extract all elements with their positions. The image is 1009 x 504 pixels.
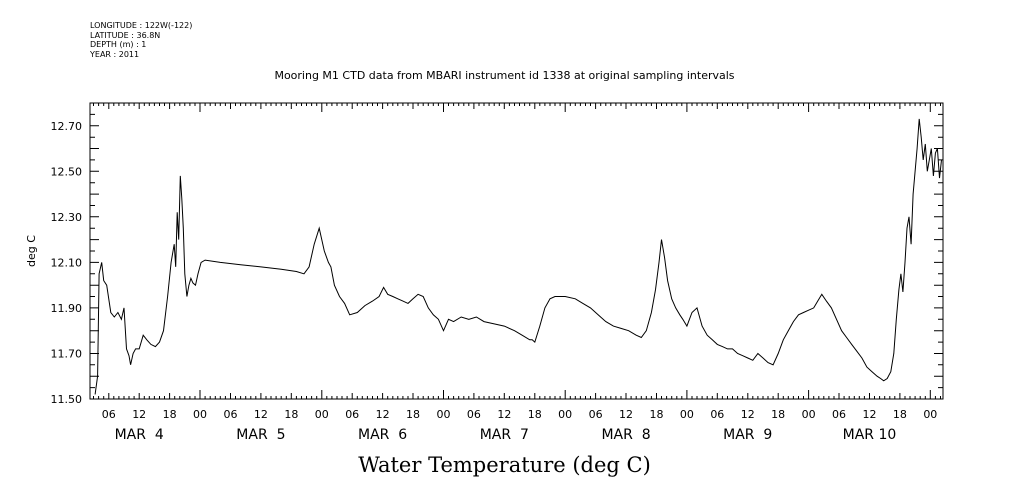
day-label: MAR 4 bbox=[115, 427, 164, 443]
x-tick-label: 12 bbox=[132, 408, 146, 421]
year-label: YEAR : 2011 bbox=[90, 49, 140, 59]
day-labels: MAR 4 MAR 5 MAR 6 MAR 7 MAR 8 MAR 9 MAR 10 bbox=[115, 427, 897, 443]
x-tick-label: 06 bbox=[710, 408, 724, 421]
x-tick-label: 06 bbox=[589, 408, 603, 421]
x-tick-label: 18 bbox=[649, 408, 663, 421]
y-tick-label: 11.70 bbox=[51, 347, 83, 360]
x-tick-label: 12 bbox=[741, 408, 755, 421]
x-tick-label: 00 bbox=[558, 408, 572, 421]
y-axis-label: deg C bbox=[25, 235, 38, 267]
x-tick-label: 18 bbox=[893, 408, 907, 421]
y-tick-label: 11.50 bbox=[51, 393, 83, 406]
x-tick-label: 06 bbox=[832, 408, 846, 421]
day-label: MAR 6 bbox=[358, 427, 407, 443]
x-tick-label: 18 bbox=[771, 408, 785, 421]
latitude-label: LATITUDE : 36.8N bbox=[90, 30, 161, 40]
chart-title: Mooring M1 CTD data from MBARI instrumen… bbox=[274, 69, 735, 82]
day-label: MAR 5 bbox=[236, 427, 285, 443]
depth-label: DEPTH (m) : 1 bbox=[90, 40, 147, 49]
axis-ticks bbox=[90, 102, 943, 400]
x-tick-label: 12 bbox=[254, 408, 268, 421]
x-tick-label: 12 bbox=[619, 408, 633, 421]
y-tick-label: 12.50 bbox=[51, 165, 83, 178]
day-label: MAR 9 bbox=[723, 427, 772, 443]
x-tick-label: 18 bbox=[406, 408, 420, 421]
x-tick-label: 00 bbox=[315, 408, 329, 421]
day-label: MAR 7 bbox=[480, 427, 529, 443]
day-label: MAR 10 bbox=[843, 427, 897, 443]
y-tick-label: 12.30 bbox=[51, 211, 83, 224]
x-tick-label: 18 bbox=[528, 408, 542, 421]
x-axis-label: Water Temperature (deg C) bbox=[358, 453, 651, 477]
x-tick-label: 06 bbox=[345, 408, 359, 421]
x-tick-label: 00 bbox=[193, 408, 207, 421]
series-line-water-temperature bbox=[94, 118, 942, 395]
tick-marks bbox=[90, 102, 943, 400]
plot-border bbox=[89, 102, 944, 400]
x-tick-label: 12 bbox=[862, 408, 876, 421]
x-tick-labels: 06 12 18 00 06 12 18 00 06 12 18 00 06 12 18 00 06 12 18 00… bbox=[102, 408, 938, 421]
x-tick-label: 12 bbox=[376, 408, 390, 421]
x-tick-label: 00 bbox=[802, 408, 816, 421]
day-label: MAR 8 bbox=[601, 427, 650, 443]
metadata-block: LONGITUDE : 122W(-122) LATITUDE : 36.8N … bbox=[90, 21, 192, 59]
longitude-label: LONGITUDE : 122W(-122) bbox=[90, 21, 193, 30]
x-tick-label: 06 bbox=[102, 408, 116, 421]
y-tick-label: 12.70 bbox=[51, 120, 83, 133]
x-tick-label: 12 bbox=[497, 408, 511, 421]
x-tick-label: 00 bbox=[680, 408, 694, 421]
x-tick-label: 18 bbox=[163, 408, 177, 421]
x-tick-label: 06 bbox=[223, 408, 237, 421]
x-tick-label: 06 bbox=[467, 408, 481, 421]
y-tick-label: 11.90 bbox=[51, 302, 83, 315]
plot-frame bbox=[89, 102, 944, 400]
x-tick-label: 18 bbox=[284, 408, 298, 421]
y-tick-label: 12.10 bbox=[51, 256, 83, 269]
y-tick-labels: 11.50 11.70 11.90 12.10 12.30 12.50 12.70 bbox=[51, 120, 83, 406]
x-tick-label: 00 bbox=[436, 408, 450, 421]
x-tick-label: 00 bbox=[923, 408, 937, 421]
